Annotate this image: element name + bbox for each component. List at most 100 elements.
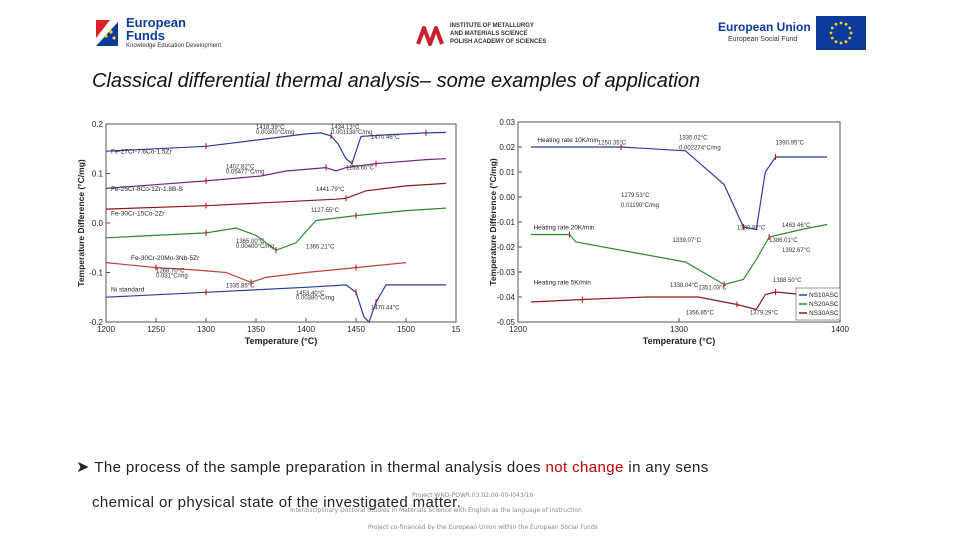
x-tick-label: 15 bbox=[452, 325, 461, 334]
series-label: Ni standard bbox=[111, 286, 145, 293]
annotation: 0.01190°C/mg bbox=[621, 203, 659, 209]
y-tick-label: -0.03 bbox=[497, 268, 516, 277]
series-label: Fe-30Cr-15Co-2Zr bbox=[111, 211, 165, 218]
x-tick-label: 1300 bbox=[197, 325, 215, 334]
x-tick-label: 1200 bbox=[97, 325, 115, 334]
footer-line1: Project WND-POWR.03.02.00-00-I043/16 bbox=[412, 492, 534, 499]
legend-label: NS30ASC bbox=[809, 310, 839, 317]
y-axis-label: Temperature Difference (°C/mg) bbox=[488, 158, 498, 286]
series-line bbox=[105, 158, 447, 189]
annotation: 0.05477°C/mg bbox=[226, 170, 264, 176]
annotation: 1453.40°C bbox=[296, 291, 325, 297]
y-tick-label: 0.03 bbox=[499, 118, 515, 127]
annotation: 1379.29°C bbox=[750, 311, 779, 317]
series-label: Heating rate 20K/min bbox=[533, 225, 594, 232]
arrow-bullet-icon: ➤ bbox=[76, 459, 90, 476]
annotation: 1380.82°C bbox=[737, 226, 766, 232]
x-tick-label: 1200 bbox=[509, 325, 527, 334]
bullet-point: ➤ The process of the sample preparation … bbox=[76, 457, 876, 477]
eu-union-logo: European Union European Social Fund bbox=[718, 16, 868, 54]
series-label: Heating rate 10K/min bbox=[537, 137, 598, 144]
eu-funds-line1: European bbox=[126, 15, 186, 30]
series-label: Fe-25Cr-8Co-1Zr-1.8B-S bbox=[111, 186, 184, 193]
y-tick-label: 0.0 bbox=[92, 219, 104, 228]
bullet-text-line2: chemical or physical state of the invest… bbox=[92, 494, 462, 511]
annotation: 1279.53°C bbox=[621, 193, 650, 199]
annotation: 0.00380°C/mg bbox=[296, 296, 334, 302]
annotation: 1388.50°C bbox=[773, 278, 802, 284]
annotation: 1335.02°C bbox=[679, 136, 708, 142]
annotation: 1351.03°C bbox=[698, 286, 727, 292]
bullet-text-part1: The process of the sample preparation in… bbox=[94, 459, 546, 476]
footer-line2: Interdisciplinary Doctoral Studies in Ma… bbox=[290, 507, 582, 514]
series-line bbox=[105, 131, 447, 165]
annotation: 0.00300°C/mg bbox=[256, 130, 294, 136]
annotation: 1268.70°C bbox=[156, 269, 185, 275]
series-line bbox=[530, 146, 828, 231]
series-line bbox=[530, 291, 828, 311]
dta-chart-right: 0.03 0.02 0.01 0.00 -0.01 -0.02 -0.03 -0.04 -0.0… bbox=[488, 118, 849, 346]
eu-funds-line3: Knowledge Education Development bbox=[126, 43, 222, 49]
x-tick-label: 1400 bbox=[831, 325, 849, 334]
eu-union-line1: European Union bbox=[718, 20, 811, 34]
annotation: 0.001138°C/mg bbox=[331, 130, 372, 136]
annotation: 1250.35°C bbox=[598, 141, 627, 147]
x-tick-label: 1450 bbox=[347, 325, 365, 334]
eu-funds-line2: Funds bbox=[126, 28, 165, 43]
annotation: 1339.07°C bbox=[673, 238, 702, 244]
annotation: 1127.55°C bbox=[311, 208, 340, 214]
series-line bbox=[105, 284, 446, 324]
annotation: 0.00400°C/mg bbox=[236, 244, 274, 250]
eu-flag-icon bbox=[816, 16, 866, 50]
x-axis-label: Temperature (°C) bbox=[245, 336, 317, 346]
x-tick-label: 1400 bbox=[297, 325, 315, 334]
eu-funds-emblem-icon bbox=[92, 16, 122, 52]
annotation: 1365.00°C bbox=[236, 239, 265, 245]
bullet-text-highlight: not change bbox=[545, 459, 624, 476]
annotation: 1386.01°C bbox=[769, 238, 798, 244]
series-line bbox=[530, 223, 828, 286]
y-tick-label: -0.01 bbox=[497, 218, 516, 227]
annotation: 1390.95°C bbox=[776, 141, 805, 147]
institute-logo: INSTITUTE OF METALLURGY AND MATERIALS SC… bbox=[416, 20, 576, 50]
x-tick-label: 1300 bbox=[670, 325, 688, 334]
annotation: 1153.65°C bbox=[346, 166, 375, 172]
bullet-text-part2: in any sens bbox=[623, 459, 709, 476]
series-line bbox=[105, 207, 447, 251]
annotation: 0.002274°C/mg bbox=[679, 146, 721, 152]
y-tick-label: -0.05 bbox=[497, 318, 516, 327]
y-tick-label: -0.2 bbox=[89, 318, 103, 327]
y-tick-label: 0.2 bbox=[92, 120, 104, 129]
legend-label: NS10ASC bbox=[809, 292, 839, 299]
series-label: Heating rate 5K/min bbox=[533, 280, 591, 287]
annotation: 1356.85°C bbox=[685, 311, 714, 317]
institute-line3: POLISH ACADEMY OF SCIENCES bbox=[450, 39, 547, 45]
annotation: 1434.13°C bbox=[331, 125, 360, 131]
y-axis-label: Temperature Difference (°C/mg) bbox=[76, 159, 86, 287]
slide-title: Classical differential thermal analysis–… bbox=[92, 70, 701, 92]
y-tick-label: 0.01 bbox=[499, 168, 515, 177]
series-line bbox=[105, 182, 447, 210]
y-tick-label: -0.02 bbox=[497, 243, 516, 252]
eu-union-line2: European Social Fund bbox=[728, 36, 798, 43]
legend-label: NS20ASC bbox=[809, 301, 839, 308]
y-tick-label: -0.1 bbox=[89, 269, 103, 278]
annotation: 1402.82°C bbox=[226, 165, 255, 171]
annotation: 1463.46°C bbox=[782, 223, 811, 229]
annotation: 1365.21°C bbox=[306, 245, 335, 251]
y-tick-label: 0.1 bbox=[92, 170, 104, 179]
eu-funds-logo: European Funds Knowledge Education Devel… bbox=[92, 14, 242, 54]
institute-line1: INSTITUTE OF METALLURGY bbox=[450, 23, 534, 29]
series-label: Fe-27Cr-7.6Co-1.5Zr bbox=[111, 149, 173, 156]
annotation: 1470.46°C bbox=[371, 135, 400, 141]
y-tick-label: 0.00 bbox=[499, 193, 515, 202]
annotation: 1338.04°C bbox=[670, 283, 699, 289]
x-axis-label: Temperature (°C) bbox=[643, 336, 715, 346]
annotation: 1392.67°C bbox=[782, 248, 811, 254]
footer-line3: Project co-financed by the European Unio… bbox=[368, 524, 598, 531]
annotation: 1418.39°C bbox=[256, 125, 285, 131]
series-label: Fe-30Cr-20Mo-3Nb-5Zr bbox=[131, 255, 200, 262]
x-tick-label: 1500 bbox=[397, 325, 415, 334]
y-tick-label: -0.04 bbox=[497, 293, 516, 302]
